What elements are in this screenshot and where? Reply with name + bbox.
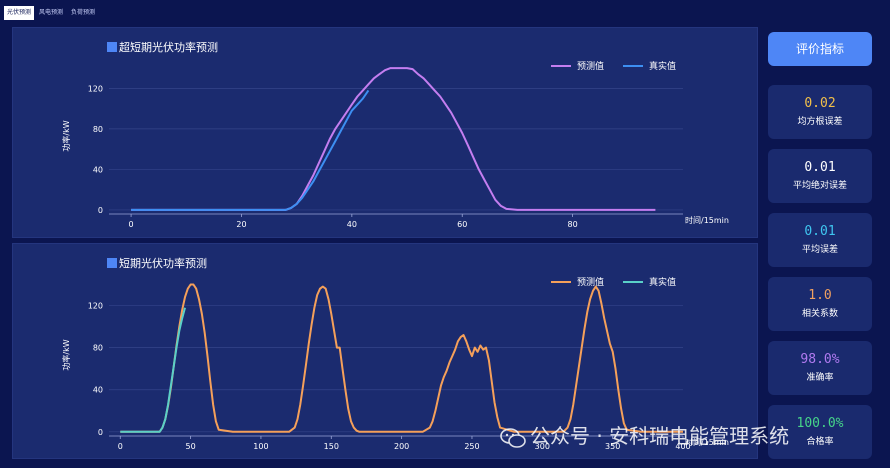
metric-label: 均方根误差 xyxy=(797,117,843,127)
short-term-chart: 0 40 80 120 0 50 100 150 200 250 300 350 400时间/15min… xyxy=(61,256,729,451)
metric-value: 1.0 xyxy=(808,288,832,303)
legend-label: 预测值 xyxy=(577,60,604,72)
ultra-short-term-chart-panel: 0 40 80 120 0 20 40 60 80 时间/15min 功率/kW 超短期光伏功率预测预… xyxy=(12,27,758,238)
y-tick-label: 80 xyxy=(93,125,103,134)
chart-title: 超短期光伏功率预测 xyxy=(119,40,218,54)
y-axis-label: 功率/kW xyxy=(61,339,71,370)
title-marker xyxy=(107,258,117,268)
metric-card-accuracy: 98.0% 准确率 xyxy=(768,341,872,395)
x-tick-label: 0 xyxy=(129,220,134,229)
metric-label: 平均绝对误差 xyxy=(792,181,847,191)
x-tick-label: 100 xyxy=(253,442,268,451)
tab-wind-forecast[interactable]: 风电预测 xyxy=(39,9,64,16)
y-tick-label: 80 xyxy=(93,344,103,353)
tab-pv-forecast[interactable]: 光伏预测 xyxy=(4,6,35,20)
x-tick-label: 60 xyxy=(457,220,467,229)
y-tick-label: 40 xyxy=(93,386,103,395)
y-tick-label: 0 xyxy=(98,428,103,437)
chart-title: 短期光伏功率预测 xyxy=(119,256,207,270)
x-tick-label: 20 xyxy=(236,220,246,229)
series-line-predicted xyxy=(131,67,656,211)
x-tick-label: 80 xyxy=(568,220,578,229)
ultra-short-term-chart: 0 40 80 120 0 20 40 60 80 时间/15min 功率/kW 超短期光伏功率预测预… xyxy=(61,40,729,229)
metric-label: 相关系数 xyxy=(801,309,838,319)
x-axis-label: 时间/15min xyxy=(685,215,729,225)
metric-card-pass-rate: 100.0% 合格率 xyxy=(768,405,872,459)
x-tick-label: 400 xyxy=(675,442,690,451)
watermark: 公众号 · 安科瑞电能管理系统 xyxy=(500,420,789,449)
x-tick-label: 0 xyxy=(118,442,123,451)
metric-value: 100.0% xyxy=(796,416,844,431)
metric-label: 准确率 xyxy=(806,373,834,383)
x-tick-label: 150 xyxy=(324,442,339,451)
y-tick-label: 0 xyxy=(98,206,103,215)
x-tick-label: 200 xyxy=(394,442,409,451)
legend-label: 预测值 xyxy=(577,276,604,288)
metric-label: 平均误差 xyxy=(801,245,838,255)
x-axis-label: 时间/15min xyxy=(685,437,729,447)
tab-bar: 光伏预测 风电预测 负荷预测 xyxy=(4,6,98,20)
metric-value: 0.01 xyxy=(804,224,836,239)
title-marker xyxy=(107,42,117,52)
metric-card-correlation: 1.0 相关系数 xyxy=(768,277,872,331)
metric-value: 0.02 xyxy=(804,96,836,111)
metric-value: 98.0% xyxy=(800,352,840,367)
y-axis-label: 功率/kW xyxy=(61,120,71,151)
metric-value: 0.01 xyxy=(804,160,836,175)
evaluation-metrics-button[interactable]: 评价指标 xyxy=(768,32,872,66)
watermark-text: 公众号 · 安科瑞电能管理系统 xyxy=(530,424,790,448)
x-tick-label: 250 xyxy=(464,442,479,451)
x-tick-label: 350 xyxy=(605,442,620,451)
x-tick-label: 40 xyxy=(347,220,357,229)
metric-card-mean-error: 0.01 平均误差 xyxy=(768,213,872,267)
wechat-icon xyxy=(500,427,526,448)
metric-card-rmse: 0.02 均方根误差 xyxy=(768,85,872,139)
x-tick-label: 300 xyxy=(535,442,550,451)
x-tick-label: 50 xyxy=(186,442,196,451)
legend-label: 真实值 xyxy=(649,276,676,288)
tab-load-forecast[interactable]: 负荷预测 xyxy=(71,9,96,16)
series-line-predicted xyxy=(120,283,683,433)
y-tick-label: 40 xyxy=(93,165,103,174)
series-line-actual xyxy=(120,307,186,433)
series-line-actual xyxy=(131,89,370,211)
metric-card-mae: 0.01 平均绝对误差 xyxy=(768,149,872,203)
y-tick-label: 120 xyxy=(88,84,103,93)
short-term-chart-panel: 0 40 80 120 0 50 100 150 200 250 300 350 400 时间/15min… xyxy=(12,243,758,459)
legend-label: 真实值 xyxy=(649,60,676,72)
metric-label: 合格率 xyxy=(806,437,834,447)
y-tick-label: 120 xyxy=(88,302,103,311)
